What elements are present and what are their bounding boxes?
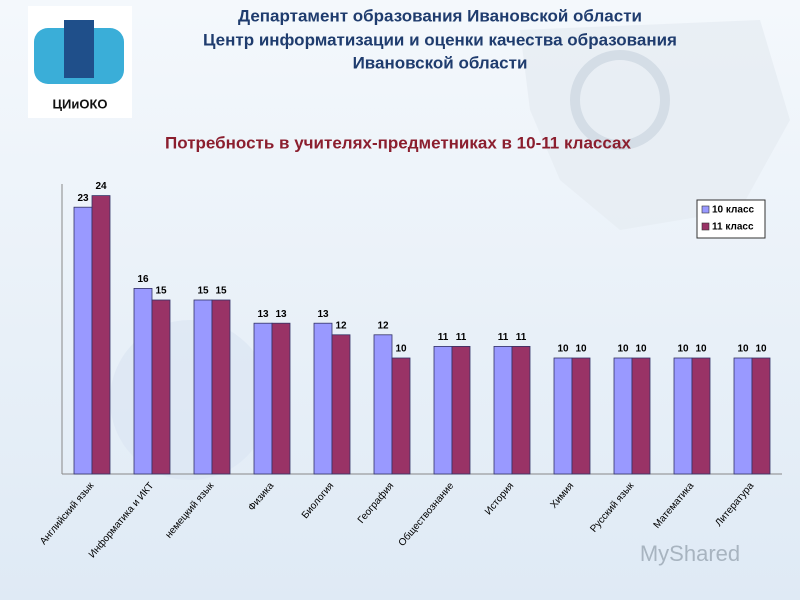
data-label: 16 bbox=[137, 274, 149, 285]
data-label: 10 bbox=[695, 344, 707, 355]
watermark: MyShared bbox=[640, 541, 740, 566]
bar bbox=[451, 345, 471, 475]
legend-swatch bbox=[701, 222, 710, 231]
legend-swatch bbox=[701, 205, 710, 214]
data-label: 10 bbox=[755, 344, 767, 355]
data-label: 15 bbox=[197, 286, 209, 297]
bar bbox=[733, 357, 753, 475]
bar bbox=[211, 299, 231, 475]
data-label: 24 bbox=[95, 181, 107, 192]
bar bbox=[751, 357, 771, 475]
legend-label: 10 класс bbox=[712, 205, 755, 216]
data-label: 10 bbox=[557, 344, 569, 355]
data-label: 11 bbox=[438, 332, 449, 343]
bar bbox=[253, 322, 273, 475]
bar bbox=[553, 357, 573, 475]
data-label: 10 bbox=[677, 344, 689, 355]
bar bbox=[133, 287, 153, 475]
data-label: 13 bbox=[257, 309, 269, 320]
data-label: 10 bbox=[575, 344, 587, 355]
decoration bbox=[570, 50, 670, 150]
bar bbox=[673, 357, 693, 475]
data-label: 13 bbox=[317, 309, 329, 320]
chart-title: Потребность в учителях-предметниках в 10… bbox=[165, 133, 631, 152]
data-label: 11 bbox=[516, 332, 527, 343]
header-line: Центр информатизации и оценки качества о… bbox=[203, 30, 677, 49]
bar bbox=[493, 345, 513, 475]
data-label: 10 bbox=[617, 344, 629, 355]
data-label: 13 bbox=[275, 309, 287, 320]
bar bbox=[271, 322, 291, 475]
bar bbox=[631, 357, 651, 475]
logo-text: ЦИиОКО bbox=[53, 96, 108, 111]
data-label: 10 bbox=[395, 344, 407, 355]
data-label: 12 bbox=[335, 320, 347, 331]
data-label: 12 bbox=[377, 320, 389, 331]
bar bbox=[331, 334, 351, 475]
header-line: Департамент образования Ивановской облас… bbox=[238, 6, 642, 25]
data-label: 15 bbox=[215, 286, 227, 297]
bar bbox=[571, 357, 591, 475]
data-label: 23 bbox=[77, 193, 89, 204]
data-label: 15 bbox=[155, 286, 167, 297]
data-label: 11 bbox=[498, 332, 509, 343]
bar bbox=[313, 322, 333, 475]
bar bbox=[91, 195, 111, 475]
header-line: Ивановской области bbox=[353, 53, 528, 72]
bar bbox=[373, 334, 393, 475]
bar bbox=[613, 357, 633, 475]
data-label: 10 bbox=[737, 344, 749, 355]
bar bbox=[511, 345, 531, 475]
logo-shape bbox=[64, 20, 94, 78]
bar bbox=[691, 357, 711, 475]
bar bbox=[151, 299, 171, 475]
bar bbox=[193, 299, 213, 475]
bar bbox=[73, 206, 93, 475]
legend-label: 11 класс bbox=[712, 222, 754, 233]
data-label: 10 bbox=[635, 344, 647, 355]
bar bbox=[433, 345, 453, 475]
data-label: 11 bbox=[456, 332, 467, 343]
bar bbox=[391, 357, 411, 475]
